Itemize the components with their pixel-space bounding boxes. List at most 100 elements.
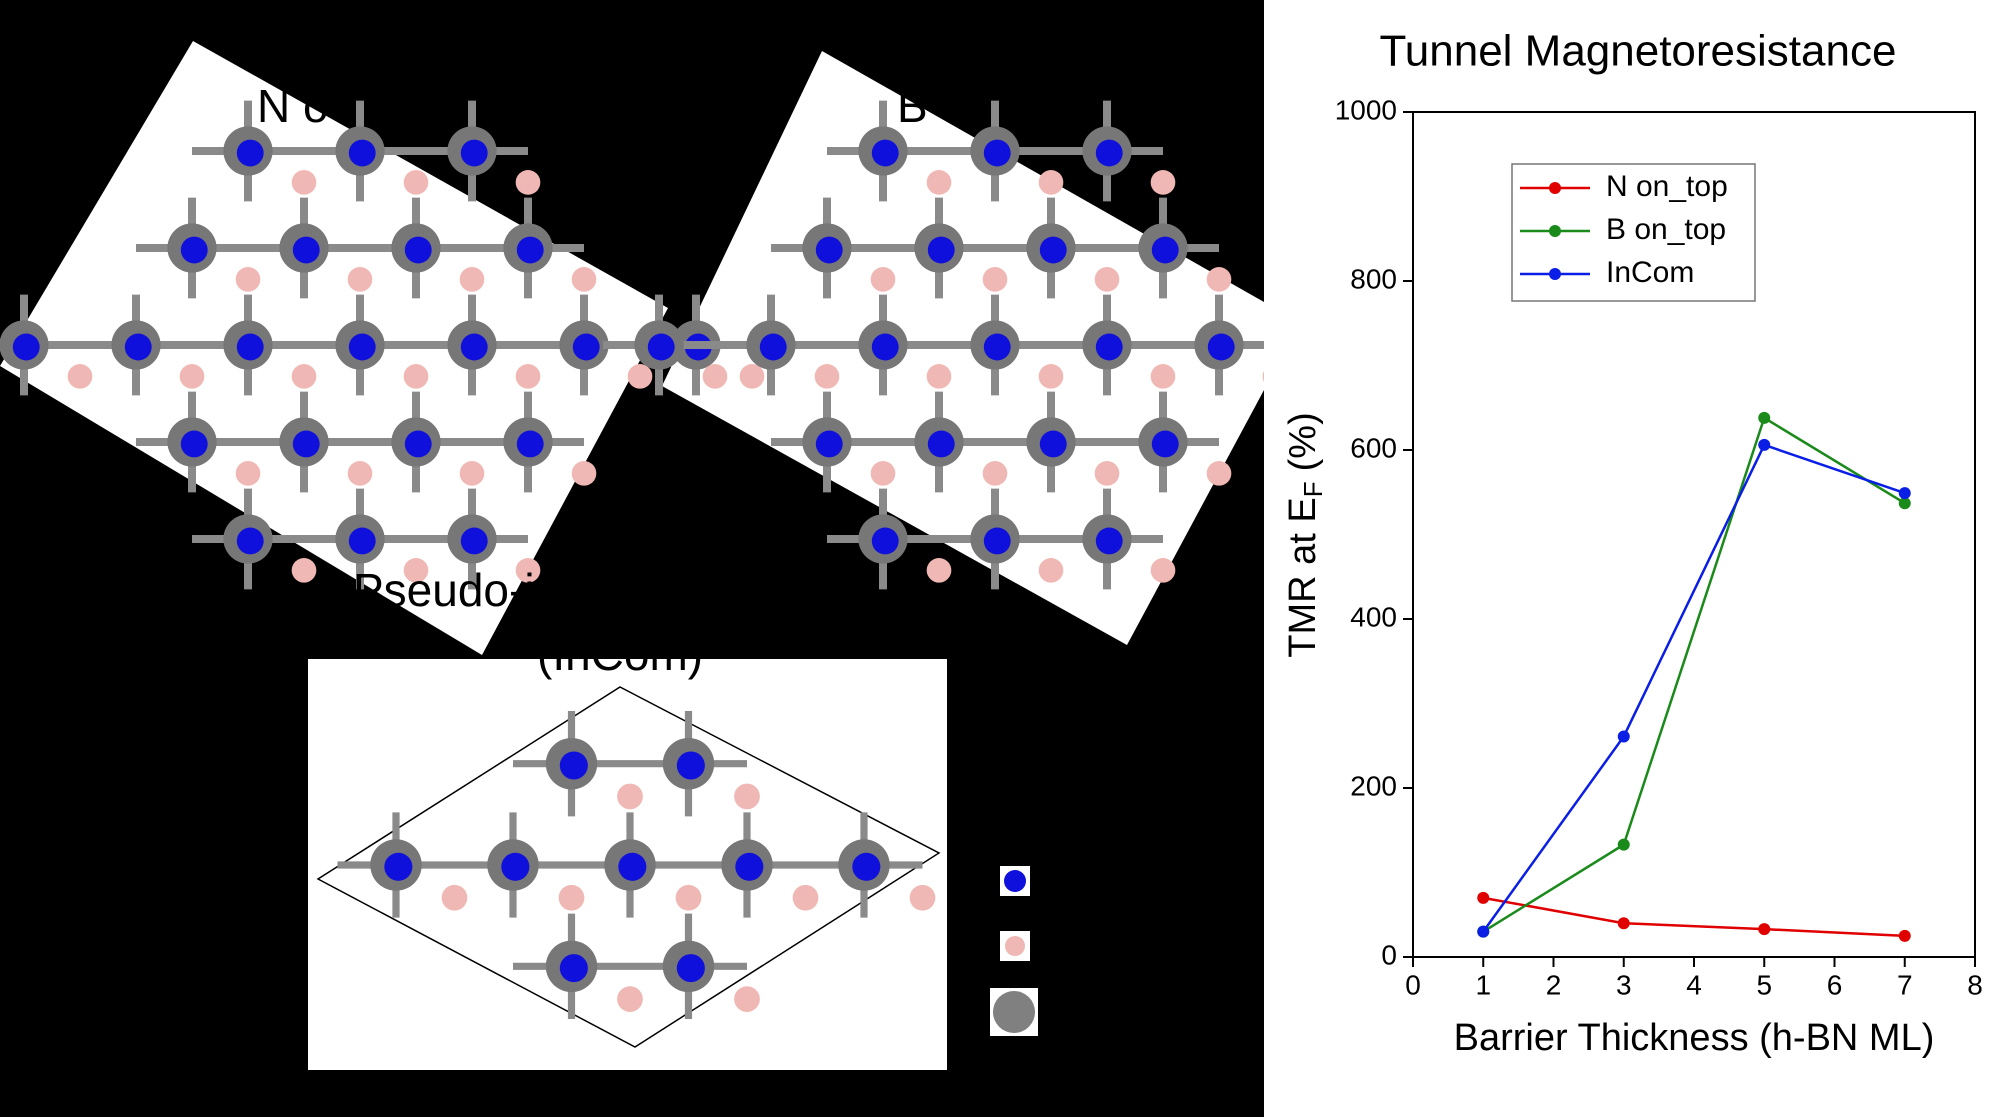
b-atom xyxy=(1094,267,1120,292)
b-atom xyxy=(515,558,541,583)
b-atom xyxy=(459,267,485,292)
b-atom xyxy=(870,461,896,486)
data-point xyxy=(1477,925,1490,938)
n-atom xyxy=(124,333,152,361)
y-tick-label: 200 xyxy=(1350,770,1397,801)
data-point xyxy=(1617,838,1630,851)
b-atom xyxy=(926,170,952,195)
structure-label: N o xyxy=(257,80,329,132)
b-atom xyxy=(909,884,936,911)
series-line xyxy=(1482,416,1906,933)
b-atom xyxy=(235,461,261,486)
n-atom xyxy=(516,430,544,458)
n-atom xyxy=(559,954,588,983)
n-atom xyxy=(676,751,705,780)
data-point xyxy=(1758,923,1771,936)
b-atom xyxy=(1206,461,1232,486)
b-atom xyxy=(571,267,597,292)
b-atom xyxy=(1150,558,1176,583)
n-atom xyxy=(759,333,787,361)
y-label-main: TMR at E xyxy=(1282,497,1324,657)
n-atom xyxy=(1039,430,1067,458)
b-atom xyxy=(515,170,541,195)
n-atom xyxy=(735,852,764,881)
b-atom xyxy=(617,986,643,1012)
b-atom xyxy=(617,783,643,810)
n-atom xyxy=(871,527,899,555)
b-atom xyxy=(926,558,952,583)
data-point xyxy=(1617,917,1630,930)
y-tick-label: 0 xyxy=(1381,939,1397,970)
n-atom xyxy=(236,333,264,361)
x-tick-label: 2 xyxy=(1546,969,1562,1000)
b-atom xyxy=(1150,170,1176,195)
b-atom xyxy=(67,364,93,389)
data-point xyxy=(1617,730,1630,743)
n-atom xyxy=(501,852,530,881)
y-tick-label: 800 xyxy=(1350,263,1397,294)
n-atom xyxy=(292,236,320,264)
data-point xyxy=(1898,929,1911,942)
y-label-suffix: (%) xyxy=(1282,412,1324,471)
b-atom xyxy=(515,364,541,389)
y-tick-label: 1000 xyxy=(1335,94,1397,125)
b-atom xyxy=(675,884,702,911)
n-atom xyxy=(559,751,588,780)
b-atom xyxy=(441,884,468,911)
series-line xyxy=(1482,443,1906,933)
n-atom xyxy=(852,852,881,881)
b-atom xyxy=(870,267,896,292)
n-atom xyxy=(618,852,647,881)
b-atom xyxy=(814,364,840,389)
n-atom xyxy=(983,139,1011,167)
legend-label: N on_top xyxy=(1606,170,1728,203)
b-atom xyxy=(734,986,760,1012)
b-atom xyxy=(291,170,317,195)
structure-label: B xyxy=(897,80,928,132)
n-atom xyxy=(1095,139,1123,167)
x-tick-label: 4 xyxy=(1686,969,1702,1000)
n-atom xyxy=(815,430,843,458)
b-atom xyxy=(235,267,261,292)
b-atom xyxy=(1094,461,1120,486)
n-atom xyxy=(12,333,40,361)
cell-outline xyxy=(316,686,941,1048)
n-atom xyxy=(348,527,376,555)
x-tick-label: 5 xyxy=(1756,969,1772,1000)
n-atom xyxy=(236,527,264,555)
b-atom xyxy=(347,267,373,292)
b-atom xyxy=(1038,170,1064,195)
n-atom xyxy=(871,333,899,361)
b-atom xyxy=(702,364,728,389)
n-atom xyxy=(572,333,600,361)
n-atom xyxy=(1095,527,1123,555)
structure-label: Pseudo-i xyxy=(353,564,535,616)
b-atom xyxy=(571,461,597,486)
x-tick-label: 8 xyxy=(1967,969,1983,1000)
n-atom xyxy=(983,527,1011,555)
lattice xyxy=(337,711,936,1019)
n-atom xyxy=(647,333,675,361)
b-atom xyxy=(1038,364,1064,389)
b-atom xyxy=(982,267,1008,292)
legend-label: InCom xyxy=(1606,256,1694,289)
n-atom xyxy=(1151,236,1179,264)
n-atom xyxy=(1151,430,1179,458)
b-atom xyxy=(792,884,819,911)
n-atom xyxy=(516,236,544,264)
x-tick-label: 0 xyxy=(1405,969,1421,1000)
b-atom xyxy=(1038,558,1064,583)
n-atom xyxy=(404,236,432,264)
b-atom xyxy=(179,364,205,389)
b-atom xyxy=(347,461,373,486)
b-atom xyxy=(1206,267,1232,292)
n-atom xyxy=(348,139,376,167)
y-axis-label: TMR at EF (%) xyxy=(1282,412,1328,657)
n-atom xyxy=(348,333,376,361)
b-atom xyxy=(403,364,429,389)
n-atom xyxy=(1207,333,1235,361)
n-atom xyxy=(236,139,264,167)
n-atom xyxy=(460,333,488,361)
